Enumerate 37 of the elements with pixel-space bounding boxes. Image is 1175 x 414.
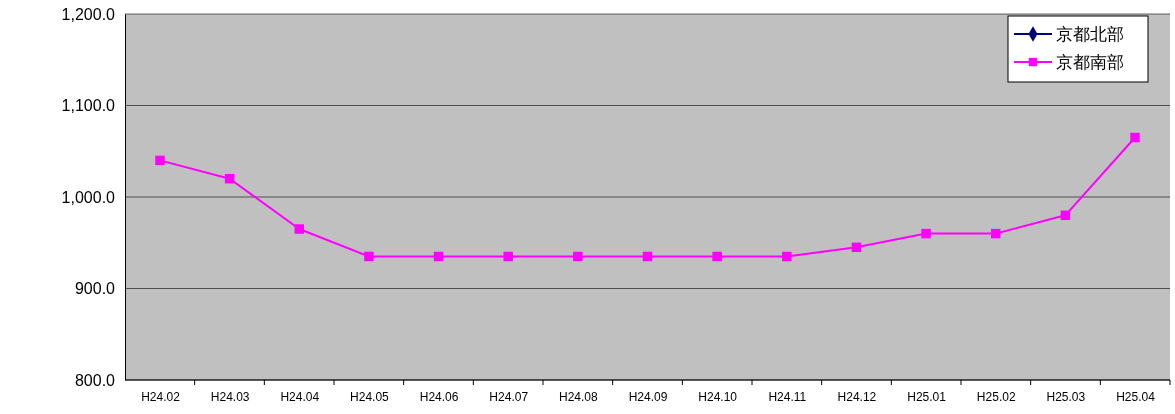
point — [433, 251, 444, 262]
point — [782, 251, 792, 262]
x-tick-label: H25.02 — [976, 389, 1016, 404]
point — [642, 251, 653, 262]
x-tick-label: H24.10 — [698, 389, 738, 404]
x-tick-label: H24.06 — [419, 389, 459, 404]
y-tick-label: 800.0 — [74, 371, 116, 389]
point — [294, 224, 305, 234]
x-tick-label: H24.02 — [141, 389, 181, 404]
x-tick-label: H24.11 — [768, 389, 807, 404]
point — [503, 251, 513, 262]
y-tick-label: 1,200.0 — [61, 5, 116, 23]
x-tick-label: H25.03 — [1046, 389, 1086, 404]
point — [224, 173, 235, 184]
point — [1130, 132, 1140, 143]
x-tick-label: H24.05 — [350, 389, 390, 404]
point — [990, 228, 1001, 239]
point — [573, 251, 583, 262]
y-tick-label: 1,000.0 — [61, 188, 116, 206]
x-tick-label: H24.09 — [628, 389, 668, 404]
point — [1060, 210, 1071, 221]
x-tick-label: H24.08 — [559, 389, 599, 404]
point — [712, 251, 722, 262]
x-tick-label: H24.07 — [489, 389, 529, 404]
x-tick-label: H25.01 — [907, 389, 947, 404]
point — [851, 242, 862, 253]
point — [921, 228, 931, 239]
x-tick-label: H24.03 — [210, 389, 250, 404]
point — [155, 155, 165, 166]
legend-label: 京都南部 — [1056, 52, 1124, 72]
legend-label: 京都北部 — [1056, 24, 1124, 44]
x-tick-label: H25.04 — [1116, 389, 1156, 404]
y-tick-label: 1,100.0 — [61, 97, 116, 115]
y-tick-label: 900.0 — [74, 280, 116, 298]
x-tick-label: H24.12 — [837, 389, 877, 404]
point — [364, 251, 374, 262]
x-tick-label: H24.04 — [280, 389, 320, 404]
